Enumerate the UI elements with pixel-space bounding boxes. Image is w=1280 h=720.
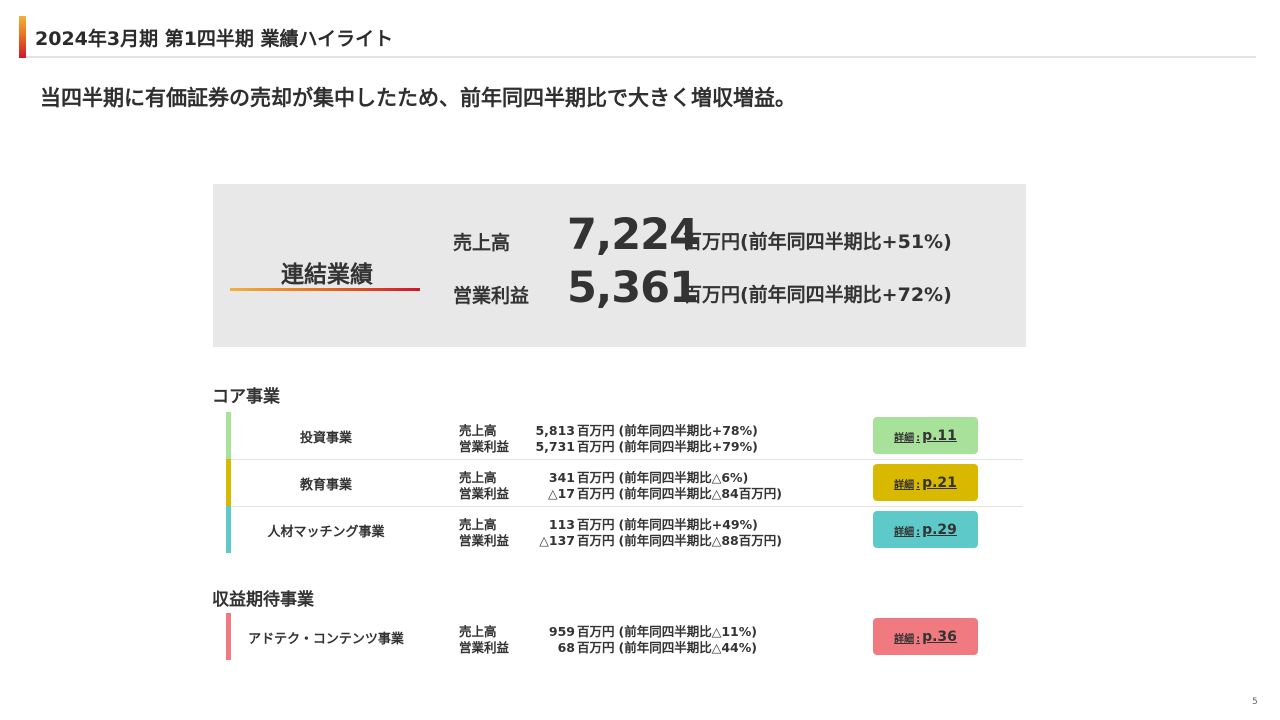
business-row: アドテク・コンテンツ事業 売上高 959 百万円 (前年同四半期比△11%) 営業利益 68… [226, 613, 1023, 660]
operating-profit-value: 68 [557, 640, 575, 655]
sales-value: 5,813 [535, 423, 575, 438]
header-divider [26, 56, 1256, 58]
metric-note: 百万円(前年同四半期比+72%) [683, 284, 952, 306]
metric-value: 5,361 [567, 263, 699, 313]
sales-unit: 百万円 [577, 517, 615, 532]
sales-line: 売上高 959 百万円 (前年同四半期比△11%) [459, 621, 757, 640]
detail-link-button[interactable]: 詳細: p.11 [873, 417, 978, 454]
detail-link-button[interactable]: 詳細: p.29 [873, 511, 978, 548]
operating-profit-label: 営業利益 [459, 439, 510, 454]
section-title-growth: 収益期待事業 [212, 590, 314, 610]
sales-comparison: (前年同四半期比+49%) [618, 517, 758, 532]
operating-profit-line: 営業利益 △137 百万円 (前年同四半期比△88百万円) [459, 530, 782, 549]
operating-profit-unit: 百万円 [577, 640, 615, 655]
detail-separator: : [916, 527, 921, 538]
operating-profit-comparison: (前年同四半期比△84百万円) [618, 486, 782, 501]
business-color-bar [226, 613, 231, 660]
sales-line: 売上高 5,813 百万円 (前年同四半期比+78%) [459, 420, 758, 439]
operating-profit-label: 営業利益 [459, 486, 510, 501]
operating-profit-comparison: (前年同四半期比△44%) [618, 640, 757, 655]
detail-label-text: 詳細 [894, 433, 915, 444]
consolidated-results-panel: 連結業績 売上高 7,224 百万円(前年同四半期比+51%) 営業利益 5,3… [213, 184, 1026, 347]
sales-comparison: (前年同四半期比+78%) [618, 423, 758, 438]
operating-profit-unit: 百万円 [577, 439, 615, 454]
operating-profit-unit: 百万円 [577, 486, 615, 501]
business-color-bar [226, 459, 231, 506]
detail-page-link[interactable]: p.36 [922, 628, 957, 645]
operating-profit-line: 営業利益 5,731 百万円 (前年同四半期比+79%) [459, 436, 758, 455]
business-name: 投資事業 [299, 431, 352, 446]
section-title-core: コア事業 [212, 387, 280, 407]
operating-profit-label: 営業利益 [459, 533, 510, 548]
page-number: 5 [1252, 697, 1258, 707]
detail-link-label: 詳細: [894, 426, 922, 445]
operating-profit-line: 営業利益 68 百万円 (前年同四半期比△44%) [459, 637, 757, 656]
consolidated-label: 連結業績 [281, 262, 373, 288]
detail-label-text: 詳細 [894, 480, 915, 491]
operating-profit-comparison: (前年同四半期比+79%) [618, 439, 758, 454]
detail-page-link[interactable]: p.21 [922, 474, 957, 491]
detail-link-label: 詳細: [894, 627, 922, 646]
operating-profit-label: 営業利益 [459, 640, 510, 655]
sales-unit: 百万円 [577, 624, 615, 639]
business-name: アドテク・コンテンツ事業 [248, 632, 404, 647]
sales-value: 113 [548, 517, 575, 532]
sales-label: 売上高 [459, 423, 497, 438]
detail-page-link[interactable]: p.29 [922, 521, 957, 538]
sales-value: 959 [548, 624, 575, 639]
operating-profit-value: △137 [539, 533, 575, 548]
headline-message: 当四半期に有価証券の売却が集中したため、前年同四半期比で大きく増収増益。 [40, 86, 796, 110]
business-name: 教育事業 [299, 478, 352, 493]
business-color-bar [226, 506, 231, 553]
metric-value: 7,224 [567, 210, 699, 260]
operating-profit-unit: 百万円 [577, 533, 615, 548]
page-title: 2024年3月期 第1四半期 業績ハイライト [35, 28, 394, 50]
sales-comparison: (前年同四半期比△11%) [618, 624, 757, 639]
sales-line: 売上高 113 百万円 (前年同四半期比+49%) [459, 514, 758, 533]
sales-unit: 百万円 [577, 470, 615, 485]
detail-label-text: 詳細 [894, 634, 915, 645]
sales-unit: 百万円 [577, 423, 615, 438]
detail-page-link[interactable]: p.11 [922, 427, 957, 444]
metric-note: 百万円(前年同四半期比+51%) [683, 231, 952, 253]
metric-name: 売上高 [453, 232, 511, 254]
operating-profit-line: 営業利益 △17 百万円 (前年同四半期比△84百万円) [459, 483, 782, 502]
detail-link-label: 詳細: [894, 520, 922, 539]
sales-label: 売上高 [459, 470, 497, 485]
operating-profit-comparison: (前年同四半期比△88百万円) [618, 533, 782, 548]
sales-line: 売上高 341 百万円 (前年同四半期比△6%) [459, 467, 748, 486]
consolidated-label-underline [230, 288, 420, 291]
detail-separator: : [916, 433, 921, 444]
sales-label: 売上高 [459, 517, 497, 532]
detail-link-button[interactable]: 詳細: p.21 [873, 464, 978, 501]
sales-label: 売上高 [459, 624, 497, 639]
detail-link-button[interactable]: 詳細: p.36 [873, 618, 978, 655]
business-color-bar [226, 412, 231, 459]
business-row: 投資事業 売上高 5,813 百万円 (前年同四半期比+78%) 営業利益 5,731 百万円… [226, 412, 1023, 460]
business-row: 人材マッチング事業 売上高 113 百万円 (前年同四半期比+49%) 営業利益 △137 百… [226, 506, 1023, 553]
sales-comparison: (前年同四半期比△6%) [618, 470, 749, 485]
operating-profit-value: 5,731 [535, 439, 575, 454]
operating-profit-value: △17 [547, 486, 575, 501]
detail-link-label: 詳細: [894, 473, 922, 492]
business-row: 教育事業 売上高 341 百万円 (前年同四半期比△6%) 営業利益 △17 百万円 (前年同四… [226, 459, 1023, 507]
detail-separator: : [916, 480, 921, 491]
sales-value: 341 [548, 470, 575, 485]
header-accent-bar [19, 16, 26, 58]
detail-separator: : [916, 634, 921, 645]
business-name: 人材マッチング事業 [267, 525, 385, 540]
metric-name: 営業利益 [453, 285, 530, 307]
detail-label-text: 詳細 [894, 527, 915, 538]
